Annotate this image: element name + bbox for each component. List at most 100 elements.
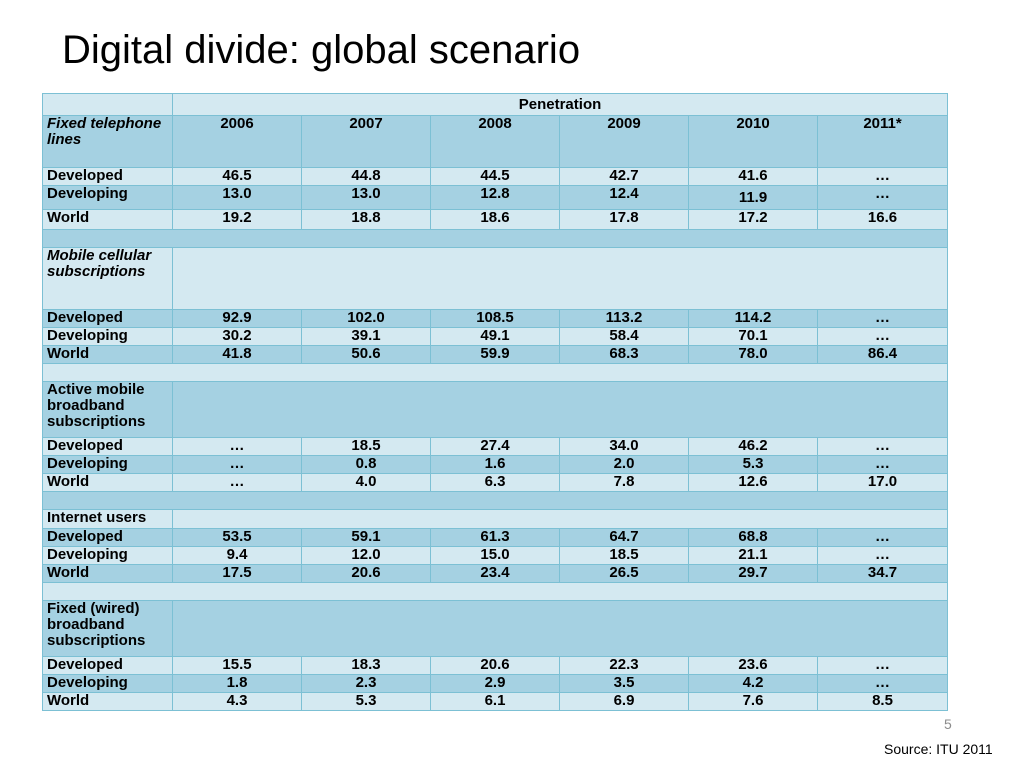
value-cell: …	[816, 455, 949, 474]
value-cell: …	[172, 473, 302, 492]
spacer-cell	[41, 229, 949, 248]
value-cell: 4.3	[172, 692, 302, 711]
slide-title: Digital divide: global scenario	[62, 28, 581, 72]
section-label-fill	[171, 600, 949, 657]
section-label-fill	[171, 381, 949, 438]
value-cell: …	[172, 455, 302, 474]
section-label: Fixed (wired) broadband subscriptions	[42, 600, 173, 657]
value-cell: 39.1	[301, 327, 431, 346]
section-label: Internet users	[42, 509, 173, 529]
value-cell: 17.8	[559, 209, 689, 230]
value-cell: 68.8	[688, 528, 818, 547]
value-cell: 15.5	[172, 656, 302, 675]
section-label-fill	[171, 509, 949, 529]
value-cell: 26.5	[559, 564, 689, 583]
value-cell: 68.3	[559, 345, 689, 364]
value-cell: 18.3	[301, 656, 431, 675]
value-cell: 6.1	[430, 692, 560, 711]
value-cell: 5.3	[301, 692, 431, 711]
value-cell: 11.9	[688, 185, 818, 210]
value-cell: 8.5	[816, 692, 949, 711]
value-cell: 86.4	[816, 345, 949, 364]
value-cell: 58.4	[559, 327, 689, 346]
value-cell: 5.3	[688, 455, 818, 474]
year-header: 2009	[559, 115, 689, 168]
value-cell: 20.6	[430, 656, 560, 675]
row-label: World	[42, 564, 173, 583]
value-cell: 4.2	[688, 674, 818, 693]
value-cell: 44.5	[430, 167, 560, 186]
spacer-cell	[41, 363, 949, 382]
section-label-fill	[171, 247, 949, 310]
row-label: Developing	[42, 455, 173, 474]
value-cell: 102.0	[301, 309, 431, 328]
value-cell: 17.5	[172, 564, 302, 583]
value-cell: 12.6	[688, 473, 818, 492]
source-note: Source: ITU 2011	[884, 741, 993, 757]
value-cell: 113.2	[559, 309, 689, 328]
value-cell: 18.6	[430, 209, 560, 230]
value-cell: 59.1	[301, 528, 431, 547]
value-cell: 0.8	[301, 455, 431, 474]
value-cell: 29.7	[688, 564, 818, 583]
value-cell: 59.9	[430, 345, 560, 364]
value-cell: 18.5	[559, 546, 689, 565]
value-cell: 22.3	[559, 656, 689, 675]
section-label: Fixed telephone lines	[42, 115, 173, 168]
value-cell: 16.6	[816, 209, 949, 230]
row-label: World	[42, 345, 173, 364]
value-cell: …	[816, 674, 949, 693]
value-cell: 12.0	[301, 546, 431, 565]
value-cell: 42.7	[559, 167, 689, 186]
value-cell: 49.1	[430, 327, 560, 346]
value-cell: 108.5	[430, 309, 560, 328]
value-cell: 64.7	[559, 528, 689, 547]
value-cell: 50.6	[301, 345, 431, 364]
value-cell: 53.5	[172, 528, 302, 547]
row-label: Developed	[42, 167, 173, 186]
spacer-cell	[41, 582, 949, 601]
value-cell: 46.5	[172, 167, 302, 186]
value-cell: 6.3	[430, 473, 560, 492]
value-cell: 4.0	[301, 473, 431, 492]
value-cell: 27.4	[430, 437, 560, 456]
value-cell: 70.1	[688, 327, 818, 346]
penetration-header: Penetration	[171, 93, 949, 116]
section-label: Active mobile broadband subscriptions	[42, 381, 173, 438]
value-cell: 1.6	[430, 455, 560, 474]
year-header: 2010	[688, 115, 818, 168]
row-label: World	[42, 209, 173, 230]
value-cell: 20.6	[301, 564, 431, 583]
row-label: Developed	[42, 309, 173, 328]
value-cell: …	[172, 437, 302, 456]
row-label: Developing	[42, 546, 173, 565]
value-cell: …	[816, 185, 949, 210]
value-cell: 19.2	[172, 209, 302, 230]
value-cell: …	[816, 656, 949, 675]
row-label: World	[42, 692, 173, 711]
value-cell: 7.8	[559, 473, 689, 492]
row-label: Developing	[42, 327, 173, 346]
value-cell: 46.2	[688, 437, 818, 456]
page-number: 5	[944, 716, 952, 732]
value-cell: 2.9	[430, 674, 560, 693]
value-cell: 2.0	[559, 455, 689, 474]
value-cell: 13.0	[301, 185, 431, 210]
value-cell: 12.8	[430, 185, 560, 210]
value-cell: …	[816, 327, 949, 346]
row-label: Developing	[42, 185, 173, 210]
penetration-table: Penetration Fixed telephone lines 2006 2007…	[41, 93, 949, 711]
row-label: Developed	[42, 437, 173, 456]
corner-cell	[42, 93, 173, 116]
spacer-cell	[41, 491, 949, 510]
value-cell: 23.6	[688, 656, 818, 675]
year-header: 2006	[172, 115, 302, 168]
value-cell: …	[816, 309, 949, 328]
value-cell: 114.2	[688, 309, 818, 328]
value-cell: 23.4	[430, 564, 560, 583]
year-header: 2008	[430, 115, 560, 168]
row-label: Developing	[42, 674, 173, 693]
value-cell: 34.0	[559, 437, 689, 456]
value-cell: 41.8	[172, 345, 302, 364]
value-cell: 92.9	[172, 309, 302, 328]
